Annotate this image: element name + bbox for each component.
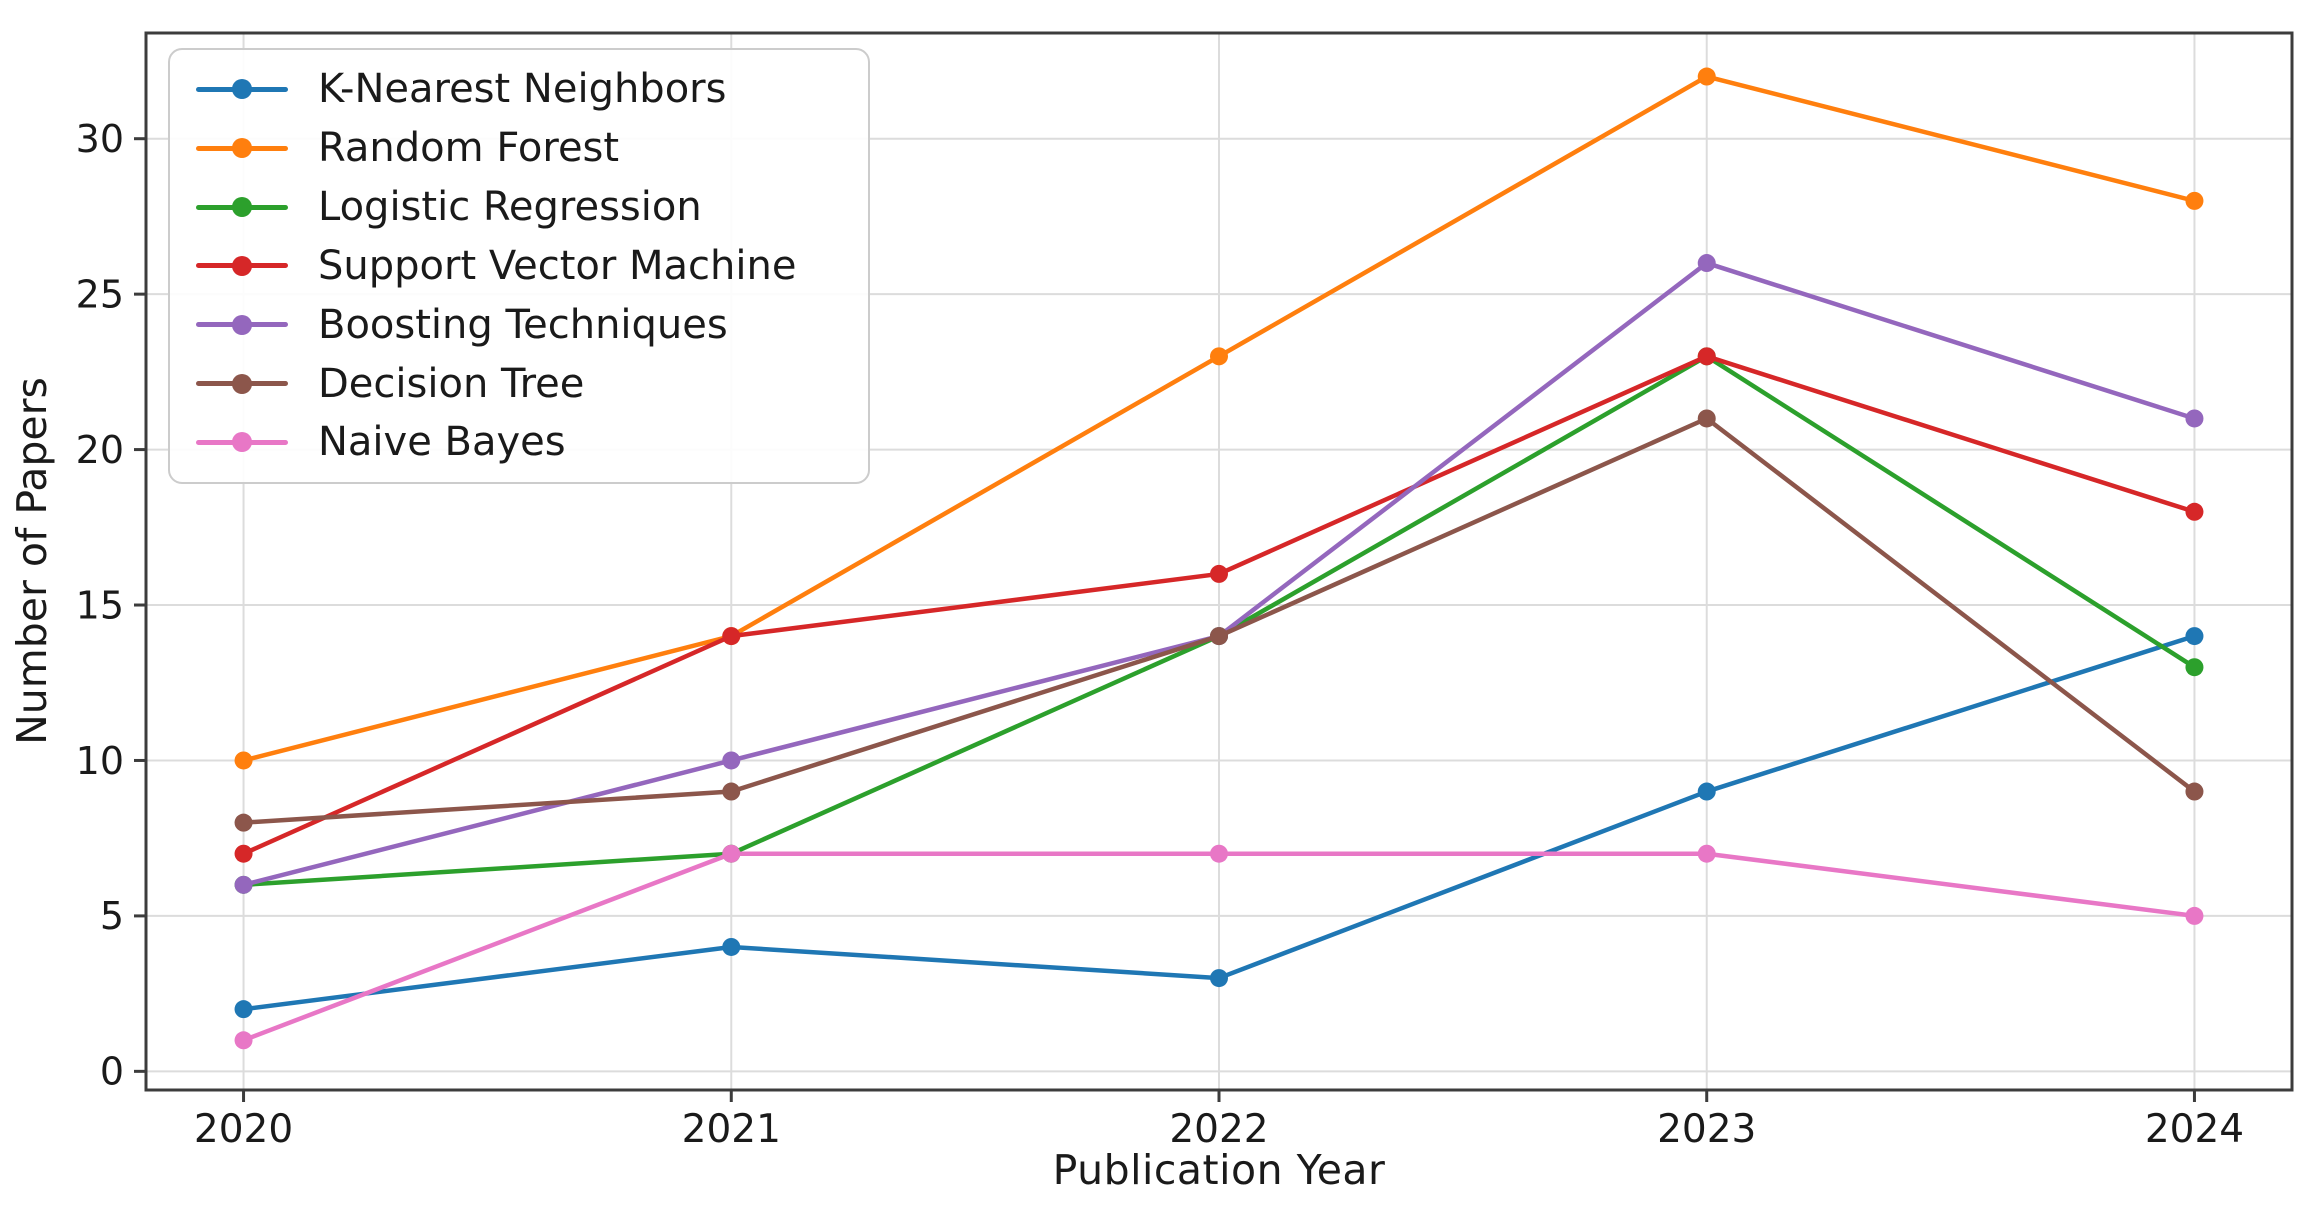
y-tick-label: 15 — [76, 583, 124, 627]
legend-line-swatch — [196, 79, 288, 100]
x-tick-label: 2023 — [1657, 1107, 1756, 1152]
data-point — [1697, 347, 1716, 366]
legend-line-swatch — [196, 138, 288, 159]
y-tick-label: 0 — [100, 1050, 124, 1094]
data-point — [234, 1031, 253, 1050]
y-axis-label: Number of Papers — [8, 377, 56, 745]
data-point — [722, 751, 741, 770]
legend-marker-dot — [232, 373, 252, 394]
legend-line-swatch — [196, 432, 288, 453]
data-point — [1697, 409, 1716, 428]
legend-item: Decision Tree — [196, 361, 858, 407]
legend-item: Naive Bayes — [196, 419, 858, 465]
data-point — [1697, 782, 1716, 801]
data-point — [1697, 254, 1716, 273]
x-tick-label: 2022 — [1169, 1107, 1268, 1152]
legend-item: Logistic Regression — [196, 184, 858, 230]
data-point — [722, 844, 741, 863]
legend-marker-dot — [232, 255, 252, 276]
legend-item: Boosting Techniques — [196, 302, 858, 348]
data-point — [722, 937, 741, 956]
data-point — [722, 627, 741, 646]
legend-label: Boosting Techniques — [318, 301, 728, 348]
legend-line-swatch — [196, 197, 288, 218]
legend-label: Decision Tree — [318, 360, 585, 407]
legend-item: K-Nearest Neighbors — [196, 66, 858, 112]
data-point — [234, 751, 253, 770]
y-tick-label: 20 — [76, 428, 124, 472]
data-point — [234, 875, 253, 894]
legend-line-swatch — [196, 373, 288, 394]
data-point — [2185, 409, 2204, 428]
data-point — [234, 813, 253, 832]
y-tick-label: 10 — [76, 739, 124, 783]
legend-marker-dot — [232, 79, 252, 100]
x-tick-label: 2020 — [194, 1107, 293, 1152]
x-axis-label: Publication Year — [1052, 1146, 1386, 1194]
legend-marker-dot — [232, 432, 252, 453]
data-point — [2185, 658, 2204, 677]
x-tick-label: 2024 — [2145, 1107, 2244, 1152]
y-tick-label: 25 — [76, 272, 124, 316]
legend-marker-dot — [232, 138, 252, 159]
data-point — [1210, 564, 1228, 583]
y-tick-label: 5 — [100, 894, 124, 938]
data-point — [722, 782, 741, 801]
legend-label: Support Vector Machine — [318, 242, 797, 289]
data-point — [2185, 502, 2204, 521]
legend-label: Naive Bayes — [318, 419, 566, 466]
data-point — [234, 1000, 253, 1019]
data-point — [2185, 906, 2204, 925]
data-point — [1210, 627, 1228, 646]
legend-item: Support Vector Machine — [196, 243, 858, 289]
data-point — [1210, 969, 1228, 988]
legend-label: Logistic Regression — [318, 184, 702, 231]
data-point — [2185, 782, 2204, 801]
legend-line-swatch — [196, 255, 288, 276]
data-point — [234, 844, 253, 863]
legend-marker-dot — [232, 314, 252, 335]
legend-item: Random Forest — [196, 125, 858, 171]
data-point — [2185, 627, 2204, 646]
y-tick-label: 30 — [76, 117, 124, 161]
legend-marker-dot — [232, 197, 252, 218]
x-tick-label: 2021 — [682, 1107, 781, 1152]
data-point — [1697, 844, 1716, 863]
data-point — [1697, 67, 1716, 86]
data-point — [2185, 191, 2204, 210]
legend: K-Nearest Neighbors Random Forest Logistic… — [168, 48, 870, 484]
legend-line-swatch — [196, 314, 288, 335]
data-point — [1210, 844, 1228, 863]
legend-label: Random Forest — [318, 125, 620, 172]
data-point — [1210, 347, 1228, 366]
legend-label: K-Nearest Neighbors — [318, 66, 727, 113]
